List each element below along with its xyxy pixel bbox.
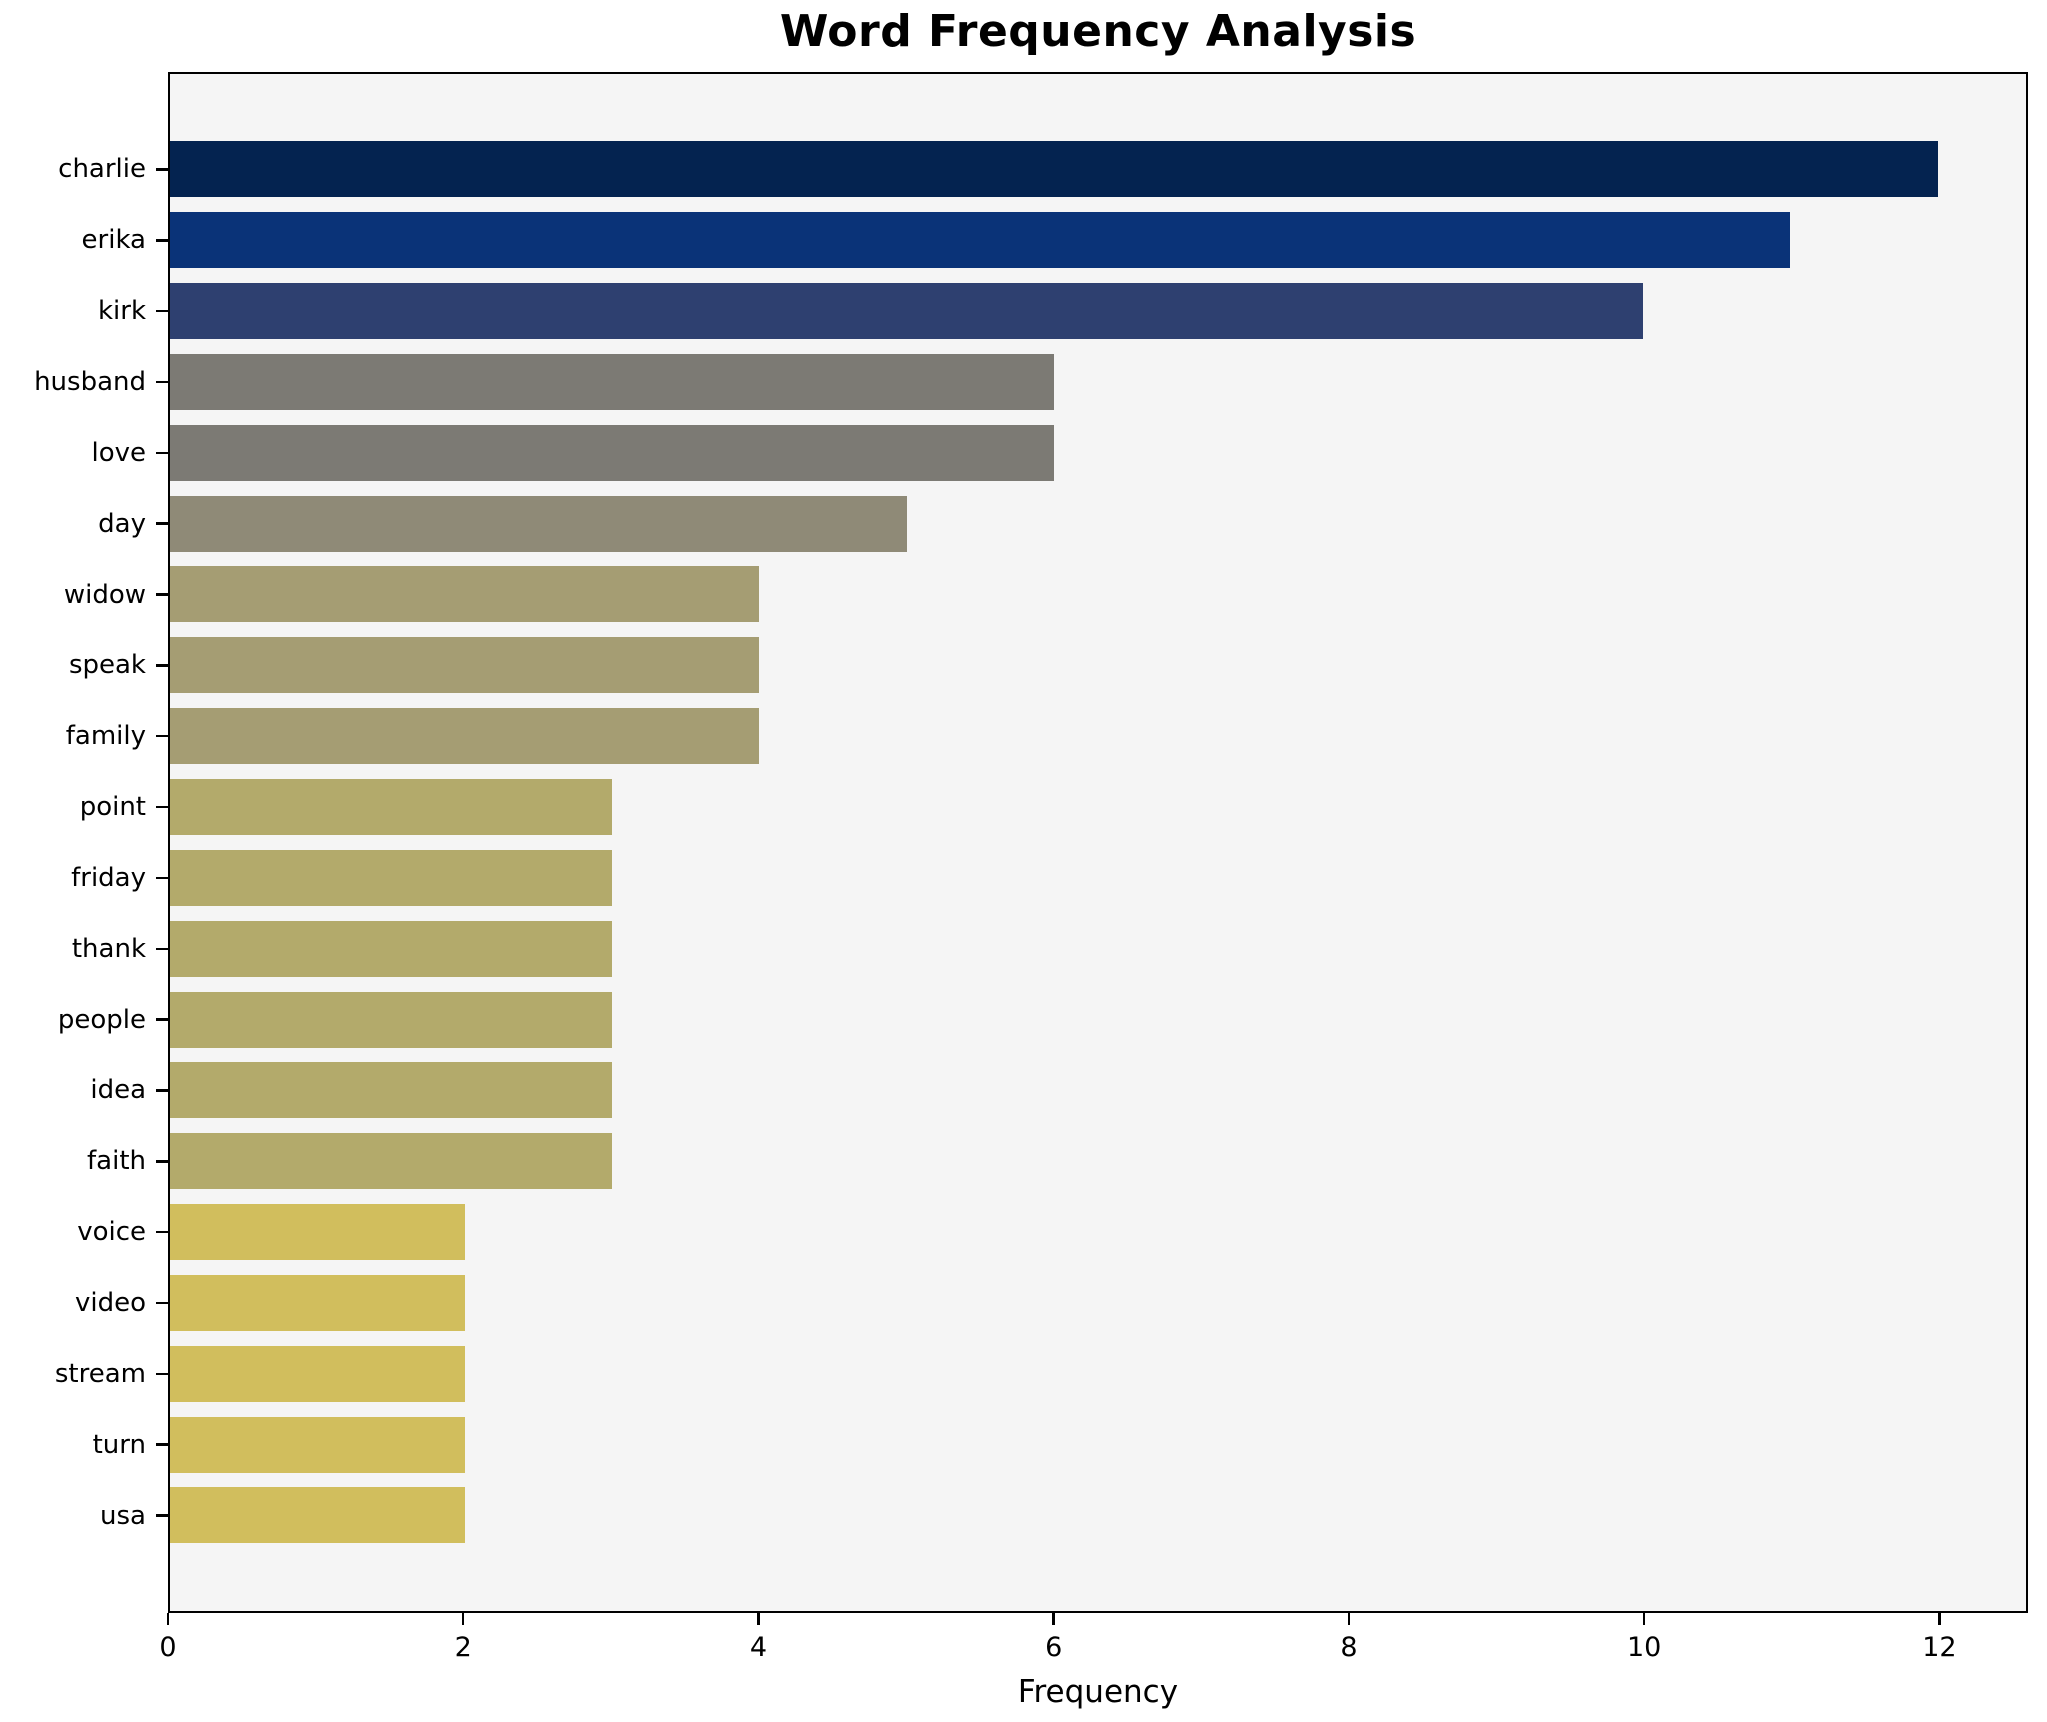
bar-row [170,913,2026,984]
y-tick-label-point: point [79,792,146,823]
bar-day [170,495,907,552]
y-tick-label-faith: faith [87,1146,146,1177]
y-tick-label-video: video [74,1288,146,1319]
bar-point [170,779,612,836]
y-tick-mark [156,239,168,242]
x-tick-mark [1347,1613,1351,1625]
bar-row [170,417,2026,488]
bar-family [170,708,760,765]
x-axis-label: Frequency [1017,1674,1179,1710]
y-tick-label-speak: speak [68,650,146,681]
bar-video [170,1274,465,1331]
y-tick-mark [156,1443,168,1446]
y-tick-label-friday: friday [71,862,146,893]
bar-row [170,1126,2026,1197]
bar-usa [170,1487,465,1544]
y-tick-label-family: family [65,721,146,752]
y-tick-label-thank: thank [71,933,146,964]
y-tick-label-charlie: charlie [58,154,146,185]
x-tick-mark [757,1613,760,1625]
y-tick-label-love: love [91,437,146,468]
y-tick-label-usa: usa [100,1500,146,1531]
x-tick-label-6: 6 [1045,1632,1063,1663]
bar-widow [170,566,760,623]
x-tick-label-12: 12 [1922,1632,1957,1663]
bar-row [170,630,2026,701]
y-tick-label-idea: idea [90,1075,146,1106]
y-tick-mark [156,168,168,171]
x-tick-mark [1642,1613,1646,1625]
bar-love [170,424,1054,481]
y-tick-mark [156,1089,168,1092]
bar-erika [170,212,1791,269]
bar-faith [170,1133,612,1190]
y-tick-mark [156,522,168,525]
y-tick-label-husband: husband [34,366,146,397]
x-tick-mark [166,1613,170,1625]
y-tick-label-people: people [57,1004,146,1035]
bar-row [170,1268,2026,1339]
y-tick-mark [156,734,168,738]
bar-stream [170,1345,465,1402]
bar-speak [170,637,760,694]
y-tick-label-voice: voice [77,1217,146,1248]
bar-friday [170,849,612,906]
bar-row [170,701,2026,772]
y-tick-label-widow: widow [63,579,146,610]
bar-thank [170,920,612,977]
bar-turn [170,1416,465,1473]
y-tick-mark [156,1230,168,1234]
bar-row [170,1197,2026,1268]
y-tick-mark [156,805,168,809]
y-tick-mark [156,1160,168,1163]
x-tick-label-4: 4 [749,1632,768,1663]
y-tick-mark [156,1514,168,1517]
y-tick-label-turn: turn [92,1429,146,1460]
x-tick-label-8: 8 [1340,1632,1358,1663]
bar-husband [170,353,1054,410]
bar-row [170,1409,2026,1480]
y-tick-mark [156,947,168,951]
y-tick-label-erika: erika [81,225,146,256]
y-tick-mark [156,1301,168,1305]
y-tick-mark [156,593,168,596]
y-tick-mark [156,309,168,313]
bar-kirk [170,283,1644,340]
y-tick-mark [156,380,168,384]
bar-idea [170,1062,612,1119]
y-tick-mark [156,1018,168,1021]
x-tick-mark [1052,1613,1055,1625]
bars-container [170,74,2026,1611]
x-tick-label-10: 10 [1627,1632,1662,1663]
bar-row [170,347,2026,418]
bar-people [170,991,612,1048]
chart-title: Word Frequency Analysis [779,6,1417,57]
x-tick-mark [461,1613,465,1625]
bar-row [170,276,2026,347]
bar-row [170,1338,2026,1409]
x-tick-mark [1938,1613,1941,1625]
y-tick-label-kirk: kirk [97,296,146,327]
bar-row [170,559,2026,630]
x-tick-label-0: 0 [159,1632,177,1663]
bar-charlie [170,141,1938,198]
bar-row [170,134,2026,205]
y-tick-mark [156,664,168,667]
bar-row [170,488,2026,559]
bar-voice [170,1204,465,1261]
y-tick-label-day: day [98,508,146,539]
bar-row [170,1480,2026,1551]
y-tick-mark [156,1372,168,1376]
y-tick-mark [156,876,168,880]
y-tick-mark [156,451,168,455]
bar-row [170,772,2026,843]
bar-row [170,842,2026,913]
x-tick-label-2: 2 [454,1632,472,1663]
bar-row [170,205,2026,276]
y-tick-label-stream: stream [54,1358,146,1389]
bar-row [170,1055,2026,1126]
plot-area [168,72,2028,1613]
bar-row [170,984,2026,1055]
